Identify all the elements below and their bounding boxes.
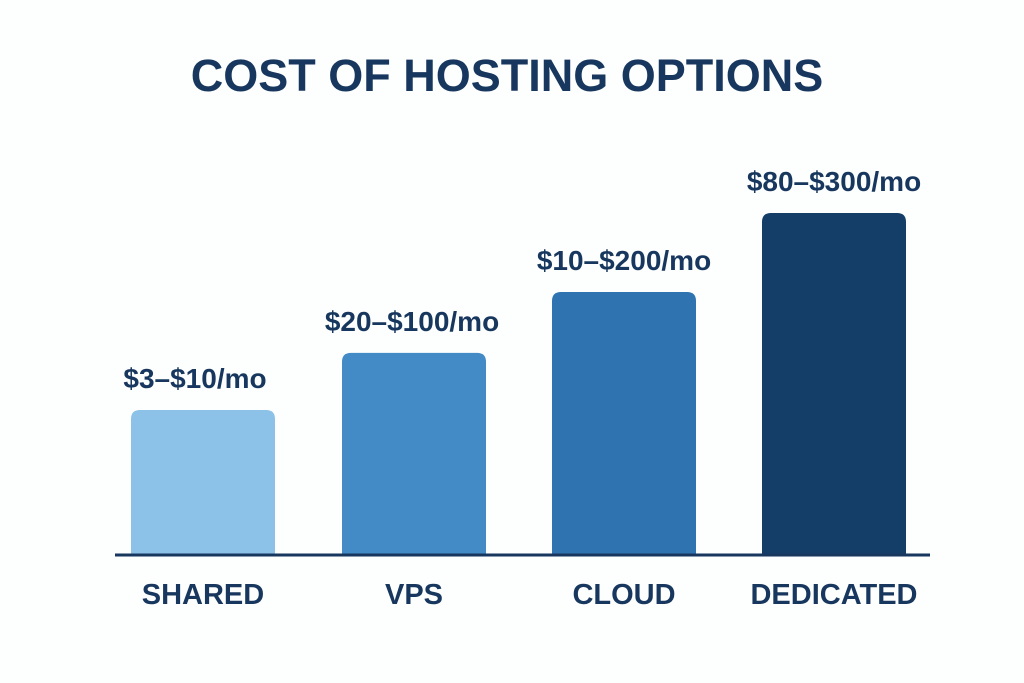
- bar-shared: [131, 409, 275, 555]
- category-label-vps: VPS: [385, 579, 443, 611]
- bar-vps: [342, 352, 486, 555]
- bar-cloud: [552, 292, 696, 555]
- bars-group: [131, 213, 906, 555]
- category-label-shared: SHARED: [142, 579, 264, 611]
- chart-title: COST OF HOSTING OPTIONS: [191, 50, 824, 101]
- value-label-vps: $20–$100/mo: [325, 306, 499, 337]
- labels-group: $3–$10/mo SHARED $20–$100/mo VPS $10–$200/mo…: [123, 166, 921, 611]
- value-label-shared: $3–$10/mo: [123, 363, 266, 394]
- value-label-cloud: $10–$200/mo: [537, 245, 711, 276]
- category-label-dedicated: DEDICATED: [750, 579, 917, 611]
- category-label-cloud: CLOUD: [572, 579, 675, 611]
- value-label-dedicated: $80–$300/mo: [747, 166, 921, 197]
- bar-dedicated: [762, 213, 906, 555]
